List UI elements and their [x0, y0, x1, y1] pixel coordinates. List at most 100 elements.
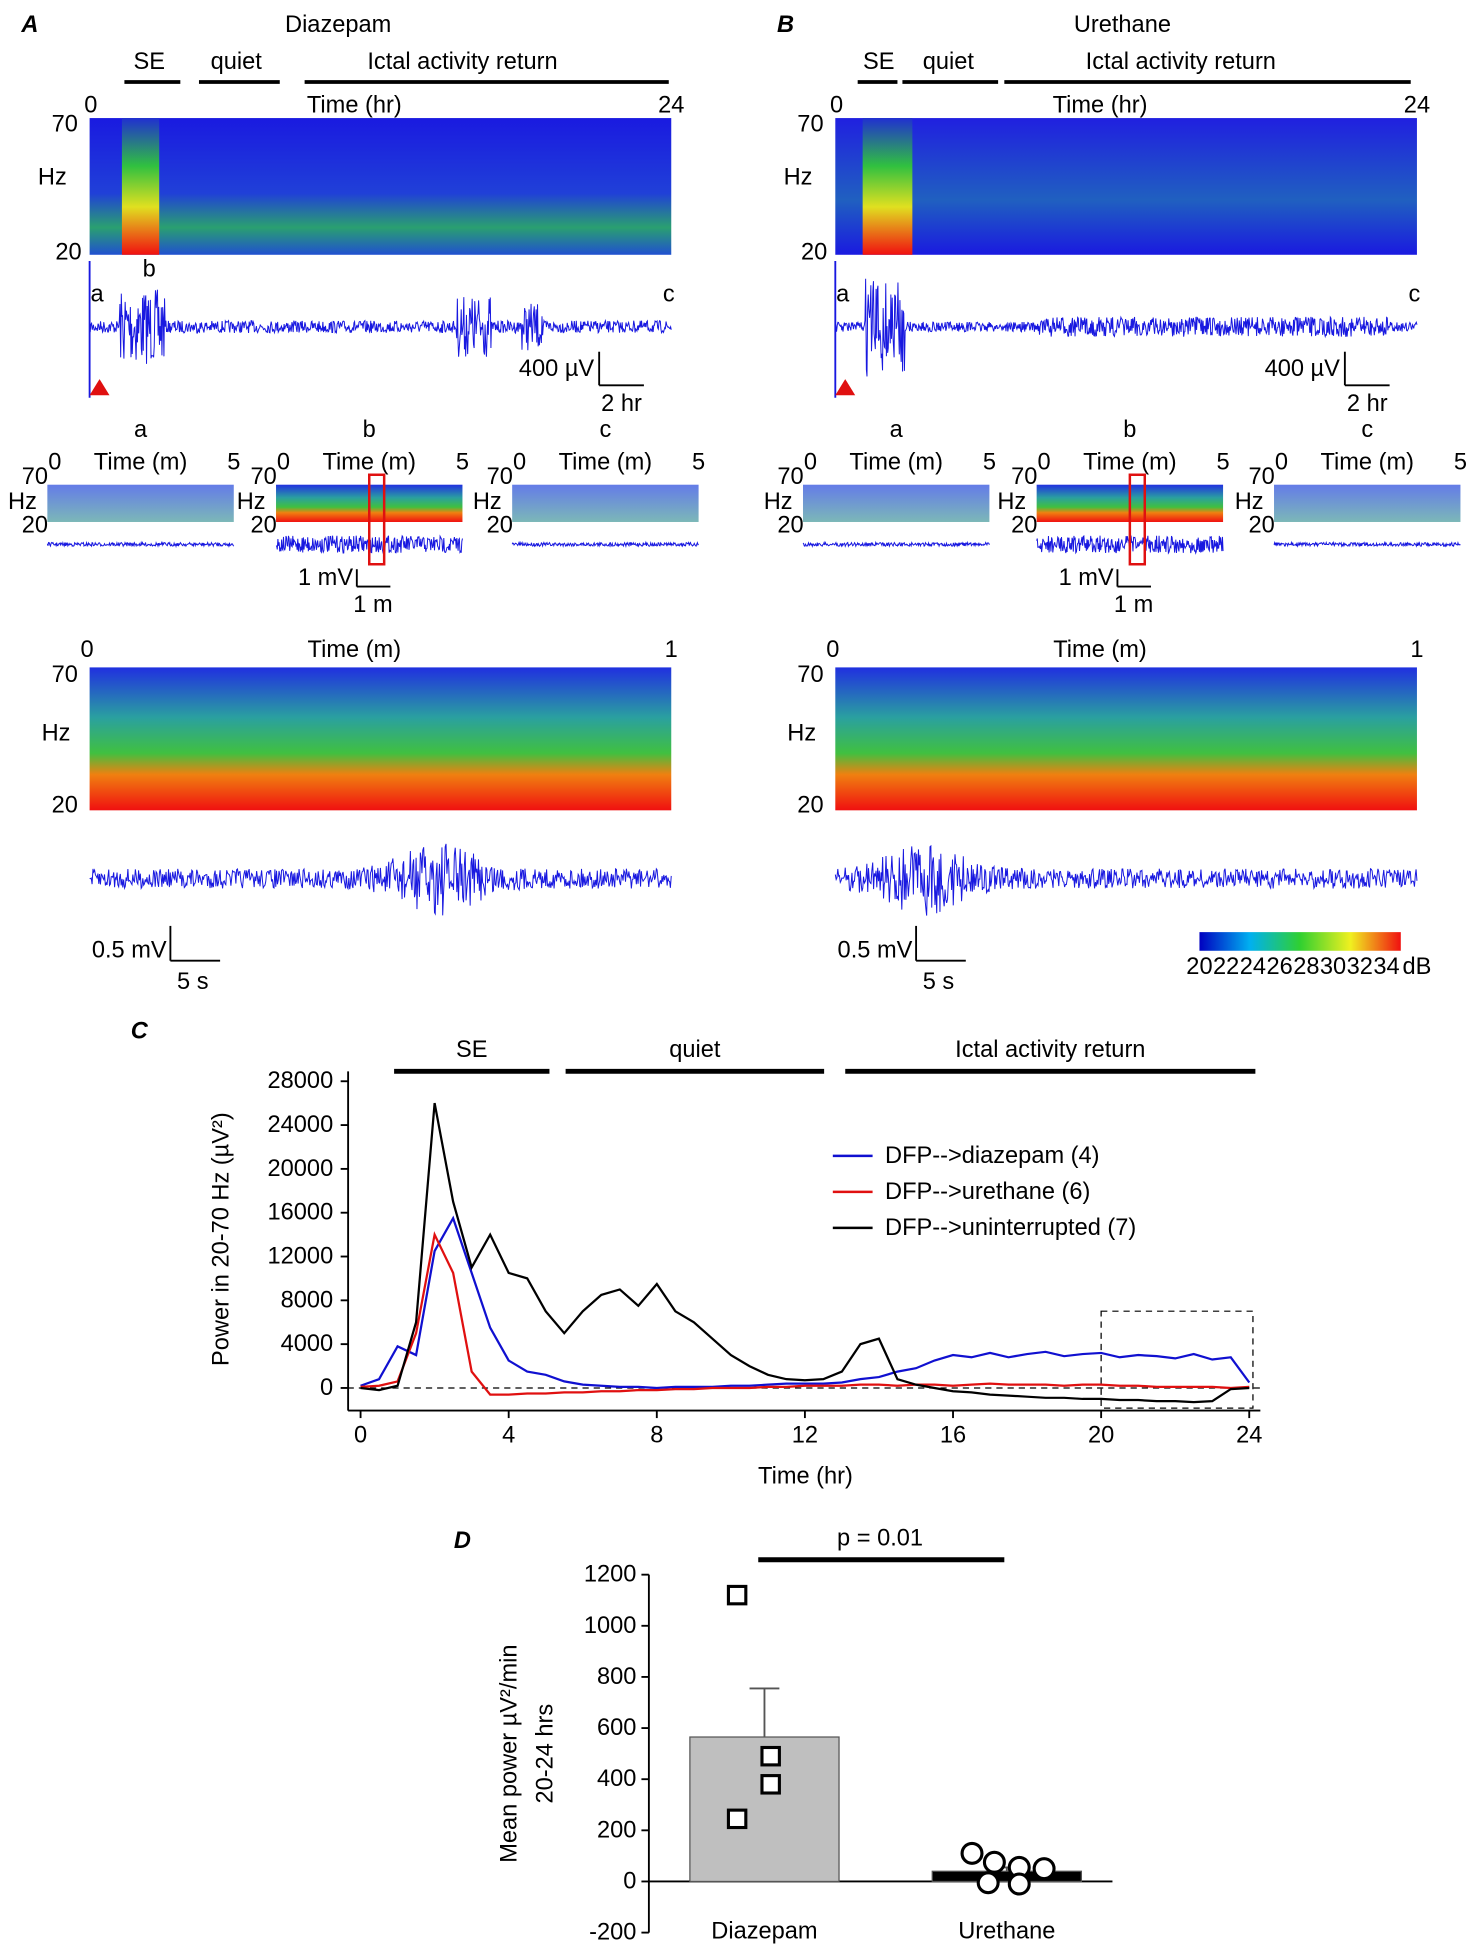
label: Time (m) — [559, 449, 653, 475]
epoch-label: a — [134, 417, 148, 443]
phase-label: Ictal activity return — [367, 49, 557, 75]
epoch-trace — [802, 540, 990, 549]
annotation: p = 0.01 — [837, 1526, 923, 1552]
epoch-highlight — [368, 473, 386, 566]
label: 1 — [665, 637, 678, 663]
label: 70 — [797, 111, 823, 137]
legend-label: DFP-->urethane (6) — [885, 1179, 1090, 1205]
label: 0 — [513, 449, 526, 475]
panel-letter: B — [777, 12, 794, 38]
x-axis-label: Time (hr) — [758, 1463, 853, 1489]
phase-label: quiet — [211, 49, 263, 75]
label: 70 — [250, 464, 276, 490]
label: 20 — [1248, 513, 1274, 539]
label: 70 — [52, 111, 78, 137]
epoch-label: b — [1123, 417, 1136, 443]
label: 20 — [52, 792, 78, 818]
y-tick-label: 1200 — [584, 1562, 637, 1588]
eeg-trace — [89, 289, 672, 364]
label: Time (m) — [1320, 449, 1414, 475]
epoch-spectrogram — [1274, 484, 1461, 522]
label: 20 — [250, 513, 276, 539]
label: 70 — [1248, 464, 1274, 490]
label: 0 — [84, 93, 97, 119]
label: 1 mV — [1059, 565, 1114, 591]
label: 70 — [487, 464, 513, 490]
label: 0.5 mV — [92, 938, 167, 964]
epoch-spectrogram — [47, 484, 234, 522]
data-point — [976, 1871, 1000, 1895]
axis-label: Time (m) — [308, 637, 402, 663]
label: 20 — [55, 239, 81, 265]
colorbar-tick: 24 — [1240, 954, 1266, 980]
panel-letter: A — [20, 12, 38, 38]
label: 70 — [777, 464, 803, 490]
x-tick-label: 20 — [1088, 1422, 1114, 1448]
epoch-label: c — [1361, 417, 1373, 443]
line — [360, 1215, 1251, 1390]
panel-letter: D — [454, 1528, 471, 1554]
label: 20 — [797, 792, 823, 818]
colorbar-tick: 32 — [1347, 954, 1373, 980]
label: 20 — [801, 239, 827, 265]
colorbar-tick: 28 — [1293, 954, 1319, 980]
data-point — [960, 1841, 984, 1865]
label: 5 — [227, 449, 240, 475]
highlight-box — [1100, 1310, 1254, 1409]
zoom-spectrogram — [835, 667, 1417, 811]
label: 0 — [826, 637, 839, 663]
spectrogram-se — [862, 118, 913, 255]
y-tick-label: 16000 — [268, 1200, 334, 1226]
epoch-label: c — [599, 417, 611, 443]
line — [360, 1231, 1250, 1396]
label: 0 — [804, 449, 817, 475]
legend-label: DFP-->uninterrupted (7) — [885, 1215, 1136, 1241]
epoch-label: b — [363, 417, 376, 443]
eeg-trace — [834, 278, 1418, 377]
label: 2 hr — [1347, 391, 1388, 417]
label: 24 — [1404, 93, 1430, 119]
marker: b — [143, 257, 156, 283]
label: 20 — [777, 513, 803, 539]
label: 70 — [797, 662, 823, 688]
y-tick-label: 1000 — [584, 1613, 637, 1639]
label: 5 s — [177, 969, 209, 995]
label: 20 — [1011, 513, 1037, 539]
legend-label: DFP-->diazepam (4) — [885, 1143, 1100, 1169]
label: Hz — [997, 489, 1026, 515]
marker: c — [1409, 282, 1421, 308]
label: 20 — [22, 513, 48, 539]
x-tick-label: 16 — [940, 1422, 966, 1448]
spectrogram-se — [121, 118, 160, 255]
phase-label: quiet — [923, 49, 975, 75]
label: 5 — [692, 449, 705, 475]
data-point — [1032, 1857, 1056, 1881]
colorbar-tick: 20 — [1186, 954, 1212, 980]
spectrogram — [835, 118, 1417, 255]
y-tick-label: 0 — [320, 1375, 333, 1401]
y-tick-label: 20000 — [268, 1156, 334, 1182]
epoch-highlight — [1128, 473, 1147, 566]
label: 5 — [1216, 449, 1229, 475]
y-axis-label: Mean power µV²/min — [497, 1644, 523, 1862]
axis-label: Hz — [42, 720, 71, 746]
y-tick-label: 0 — [623, 1868, 636, 1894]
colorbar — [1199, 932, 1401, 951]
label: Hz — [473, 489, 502, 515]
zoom-spectrogram — [89, 667, 672, 811]
label: Hz — [237, 489, 266, 515]
label: Time (m) — [322, 449, 416, 475]
label: 1 mV — [298, 565, 353, 591]
y-tick-label: 8000 — [281, 1287, 334, 1313]
axis-label: Time (hr) — [1053, 93, 1148, 119]
label: 400 µV — [1265, 356, 1341, 382]
label: Hz — [764, 489, 793, 515]
x-tick-label: 24 — [1236, 1422, 1262, 1448]
panel-title: Diazepam — [285, 12, 391, 38]
label: Hz — [8, 489, 37, 515]
data-point — [726, 1808, 748, 1830]
label: Time (m) — [94, 449, 188, 475]
label: 0 — [48, 449, 61, 475]
phase-label: SE — [863, 49, 895, 75]
